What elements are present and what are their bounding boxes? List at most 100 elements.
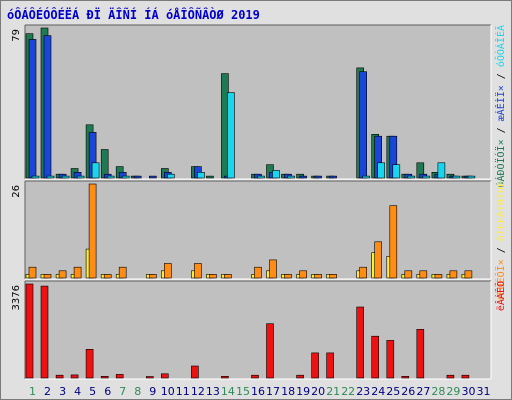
bar-sites-day-29 [449, 270, 458, 279]
bar-sites-day-19 [299, 270, 307, 279]
bar-kbytes-day-25 [386, 340, 395, 379]
legend-middle-part-0: ÷ÉÚÉÔÏ× [494, 259, 507, 301]
bar-files-day-20 [314, 175, 322, 179]
bar-files-day-19 [299, 175, 307, 179]
x-label-day-18: 18 [281, 385, 295, 398]
bar-pages-day-30 [467, 175, 476, 179]
x-label-day-21: 21 [326, 385, 340, 398]
bar-sites-day-17 [269, 259, 277, 279]
bar-sites-day-1 [28, 266, 37, 279]
bar-kbytes-day-10 [161, 373, 169, 379]
legend-top-part-0: úÁÐÒÏÓÏ× [494, 139, 507, 187]
bar-kbytes-day-24 [371, 335, 380, 379]
x-label-day-16: 16 [251, 385, 265, 398]
y-max-label-top: 79 [11, 29, 22, 42]
bar-kbytes-day-16 [251, 374, 259, 379]
bar-sites-day-27 [419, 270, 428, 279]
bar-files-day-1 [28, 39, 37, 179]
bar-kbytes-day-20 [311, 352, 319, 379]
bar-pages-day-1 [31, 175, 40, 179]
x-label-day-17: 17 [266, 385, 280, 398]
legend-top-part-2: æÁÊÌÏ× [494, 85, 507, 121]
x-label-day-13: 13 [206, 385, 220, 398]
bar-pages-day-26 [407, 175, 416, 179]
bar-files-day-2 [43, 35, 52, 179]
bar-sites-day-21 [329, 274, 337, 279]
x-label-day-24: 24 [371, 385, 385, 398]
bar-sites-day-6 [103, 274, 112, 279]
bar-sites-day-26 [404, 270, 413, 279]
legend-top-part-3: / [496, 67, 507, 85]
bar-sites-day-5 [88, 183, 97, 279]
legend-middle-part-2: õÎÉËÁÌØÎÙÈ [494, 181, 507, 241]
bar-pages-day-23 [362, 175, 371, 179]
bar-sites-day-30 [464, 270, 473, 279]
y-max-label-bottom: 3376 [11, 285, 22, 310]
bar-sites-day-7 [118, 266, 127, 279]
bar-kbytes-day-5 [85, 348, 94, 379]
bar-kbytes-day-3 [55, 374, 64, 379]
bar-pages-day-25 [392, 164, 401, 179]
bar-sites-day-16 [254, 266, 262, 279]
bar-sites-day-4 [73, 266, 82, 279]
x-label-day-3: 3 [59, 385, 66, 398]
bar-sites-day-20 [314, 274, 322, 279]
x-label-day-7: 7 [119, 385, 126, 398]
x-label-day-10: 10 [161, 385, 175, 398]
x-label-day-1: 1 [29, 385, 36, 398]
bar-pages-day-29 [452, 175, 461, 179]
bar-kbytes-day-9 [146, 376, 154, 379]
x-label-day-11: 11 [176, 385, 190, 398]
y-max-label-middle: 26 [11, 185, 22, 198]
x-label-day-4: 4 [74, 385, 81, 398]
bar-kbytes-day-19 [296, 374, 304, 379]
bar-kbytes-day-17 [266, 323, 274, 379]
bar-pages-day-7 [121, 175, 130, 179]
bar-pages-day-27 [422, 175, 431, 179]
bar-pages-day-28 [437, 162, 446, 179]
bar-kbytes-day-27 [416, 328, 425, 379]
bar-files-day-23 [359, 71, 368, 179]
legend-bottom-part-0: ëÂÁÊÔ [494, 281, 507, 311]
bar-pages-day-6 [106, 175, 115, 179]
bar-files-day-8 [133, 175, 142, 179]
legend-middle-part-1: / [496, 241, 507, 259]
x-label-day-22: 22 [341, 385, 355, 398]
bar-kbytes-day-23 [356, 306, 365, 379]
legend-bottom: ëÂÁÊÔ [494, 281, 507, 311]
bar-sites-day-3 [58, 270, 67, 279]
bar-sites-day-23 [359, 266, 368, 279]
bar-pages-day-2 [46, 175, 55, 179]
bar-sites-day-2 [43, 274, 52, 279]
x-label-day-26: 26 [401, 385, 415, 398]
legend-top: úÁÐÒÏÓÏ× / æÁÊÌÏ× / óÔÒÁÎÉÃ [494, 25, 507, 188]
bar-files-day-21 [329, 175, 337, 179]
x-label-day-28: 28 [431, 385, 445, 398]
x-label-day-19: 19 [296, 385, 310, 398]
bar-sites-day-28 [434, 274, 443, 279]
bar-pages-day-10 [167, 173, 175, 179]
bar-kbytes-day-4 [70, 374, 79, 379]
x-label-day-14: 14 [221, 385, 235, 398]
x-label-day-29: 29 [446, 385, 460, 398]
bar-sites-day-10 [164, 263, 172, 279]
bar-pages-day-18 [287, 175, 295, 179]
x-label-day-2: 2 [44, 385, 51, 398]
bar-kbytes-day-12 [191, 365, 199, 379]
bar-sites-day-13 [209, 274, 217, 279]
bar-kbytes-day-14 [221, 375, 229, 379]
bar-kbytes-day-26 [401, 375, 410, 379]
x-label-day-31: 31 [477, 385, 491, 398]
bar-kbytes-day-2 [40, 285, 49, 379]
x-label-day-9: 9 [149, 385, 156, 398]
bar-kbytes-day-29 [446, 374, 455, 379]
bar-sites-day-14 [224, 274, 232, 279]
bar-kbytes-day-30 [461, 374, 470, 379]
bar-pages-day-14 [227, 92, 235, 179]
bar-kbytes-day-6 [100, 375, 109, 379]
bar-pages-day-12 [197, 172, 205, 179]
bar-sites-day-25 [389, 205, 398, 279]
x-label-day-25: 25 [386, 385, 400, 398]
